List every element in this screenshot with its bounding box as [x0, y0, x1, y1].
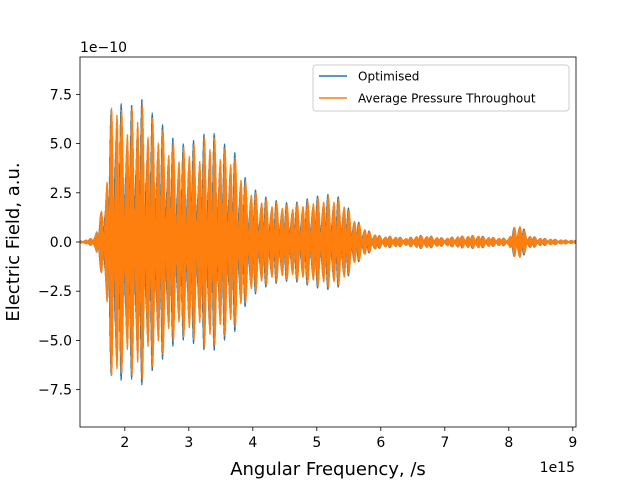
x-tick-label: 2: [120, 435, 129, 451]
y-tick-label: −5.0: [38, 333, 72, 349]
y-offset-label: 1e−10: [80, 40, 127, 56]
series-layer: [80, 99, 576, 386]
x-axis-label: Angular Frequency, /s: [230, 459, 426, 480]
y-tick-label: −2.5: [38, 284, 72, 300]
x-tick-label: 9: [568, 435, 577, 451]
x-tick-label: 4: [248, 435, 257, 451]
x-axis: 2 3 4 5 6 7 8 9: [120, 427, 577, 451]
legend-box: [312, 64, 570, 112]
y-tick-label: 2.5: [50, 186, 72, 202]
legend-label-optimised: Optimised: [358, 70, 419, 84]
legend: Optimised Average Pressure Throughout: [312, 64, 570, 112]
x-tick-label: 3: [184, 435, 193, 451]
y-tick-label: −7.5: [38, 383, 72, 399]
x-tick-label: 6: [376, 435, 385, 451]
series-line-average-pressure: [80, 104, 576, 380]
y-axis-label: Electric Field, a.u.: [3, 162, 24, 321]
x-tick-label: 8: [504, 435, 513, 451]
x-offset-label: 1e15: [540, 460, 575, 476]
legend-label-average-pressure: Average Pressure Throughout: [358, 92, 536, 106]
y-tick-label: 7.5: [50, 87, 72, 103]
x-tick-label: 5: [312, 435, 321, 451]
y-axis: −7.5 −5.0 −2.5 0.0 2.5 5.0 7.5: [38, 87, 80, 399]
y-tick-label: 0.0: [50, 235, 72, 251]
x-tick-label: 7: [440, 435, 449, 451]
y-tick-label: 5.0: [50, 137, 72, 153]
